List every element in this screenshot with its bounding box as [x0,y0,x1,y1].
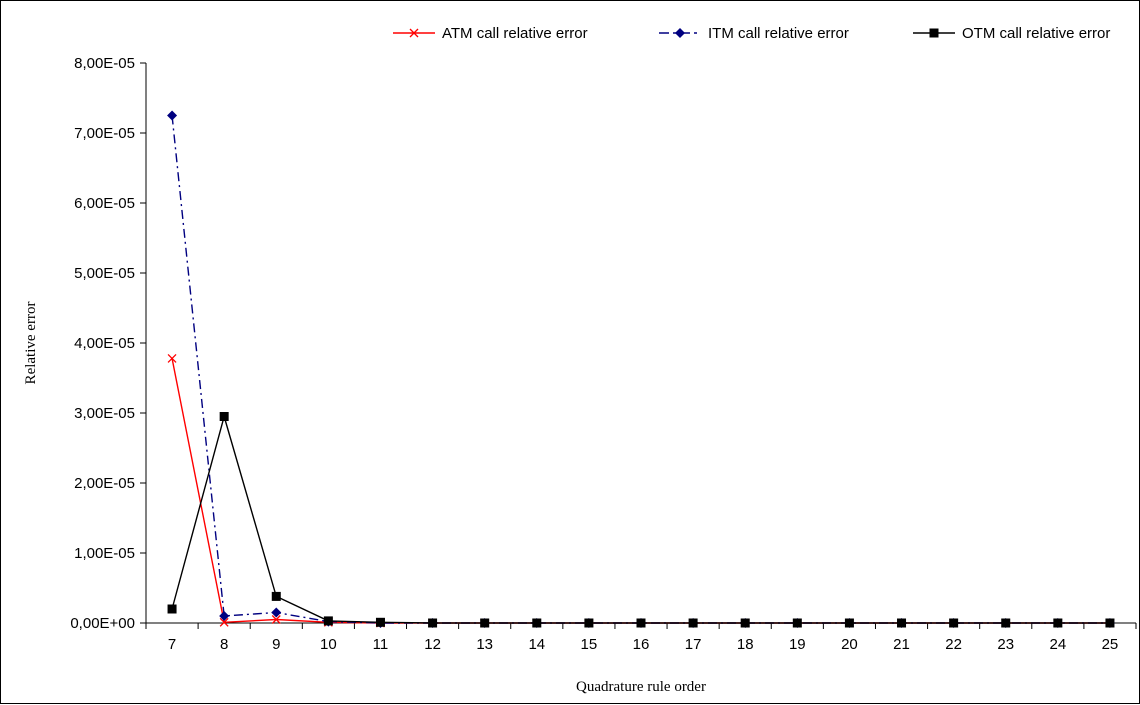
data-point [844,618,854,628]
x-tick-label: 10 [320,636,337,653]
y-tick-label: 6,00E-05 [74,195,135,212]
y-tick-label: 2,00E-05 [74,475,135,492]
data-point [167,604,177,614]
data-point-stroke [271,615,281,624]
series-3 [167,412,1115,628]
legend-marker [675,28,685,38]
x-tick-label: 17 [685,636,702,653]
data-point [584,618,594,628]
y-tick-label: 1,00E-05 [74,545,135,562]
data-point [949,618,959,628]
y-tick-label: 8,00E-05 [74,55,135,72]
legend-marker [409,28,419,38]
data-point [636,618,646,628]
x-tick-label: 21 [893,636,910,653]
axes: 0,00E+00 1,00E-05 2,00E-05 3,00E-05 4,00E-05… [70,55,1137,653]
data-point-stroke [167,353,177,363]
y-tick-label: 7,00E-05 [74,125,135,142]
x-tick-label: 18 [737,636,754,653]
series-1 [167,353,1115,628]
data-point [323,616,333,626]
data-point [219,412,229,421]
data-point [271,607,282,618]
series-layer [167,110,1115,628]
x-tick-label: 22 [945,636,962,653]
series-line [171,115,1110,624]
data-point [167,353,177,363]
data-point [532,618,542,628]
data-point [271,615,281,624]
series-line [171,358,1110,624]
data-point [897,618,907,628]
data-point [688,618,698,628]
x-tick-label: 23 [997,636,1014,653]
x-tick-label: 12 [424,636,441,653]
x-axis-title: Quadrature rule order [576,679,706,695]
x-tick-label: 14 [528,636,545,653]
legend-marker [929,28,939,38]
x-tick-label: 20 [841,636,858,653]
y-axis-title: Relative error [23,302,39,385]
data-point [219,617,229,627]
data-point [1053,618,1063,628]
data-point-stroke [219,617,229,627]
x-tick-label: 8 [220,636,228,653]
data-point [1001,618,1011,628]
x-tick-label: 7 [168,636,176,653]
x-tick-label: 19 [789,636,806,653]
legend-item-1: ATM call relative error [393,25,588,42]
x-tick-label: 25 [1102,636,1119,653]
legend-label: OTM call relative error [962,25,1110,42]
x-tick-label: 13 [476,636,493,653]
data-point [480,618,490,628]
legend-label: ITM call relative error [708,25,849,42]
data-point [792,618,802,628]
x-tick-label: 16 [633,636,650,653]
data-point [740,618,750,628]
y-tick-label: 4,00E-05 [74,335,135,352]
data-point [167,110,178,121]
data-point [219,611,230,621]
legend-marker-stroke [409,28,419,38]
data-point [1105,618,1115,628]
data-point [428,618,438,628]
legend-item-3: OTM call relative error [913,25,1110,42]
legend: ATM call relative error ITM call relative… [393,25,1110,42]
x-tick-label: 24 [1049,636,1066,653]
y-tick-label: 3,00E-05 [74,405,135,422]
legend-item-2: ITM call relative error [659,25,849,42]
data-point [271,591,281,601]
data-point [375,617,385,627]
y-tick-label: 0,00E+00 [70,615,135,632]
series-line [171,413,1110,624]
y-tick-label: 5,00E-05 [74,265,135,282]
x-tick-label: 15 [581,636,598,653]
series-2 [167,110,1115,628]
x-tick-label: 9 [272,636,280,653]
x-tick-label: 11 [373,636,389,653]
legend-label: ATM call relative error [442,25,588,42]
